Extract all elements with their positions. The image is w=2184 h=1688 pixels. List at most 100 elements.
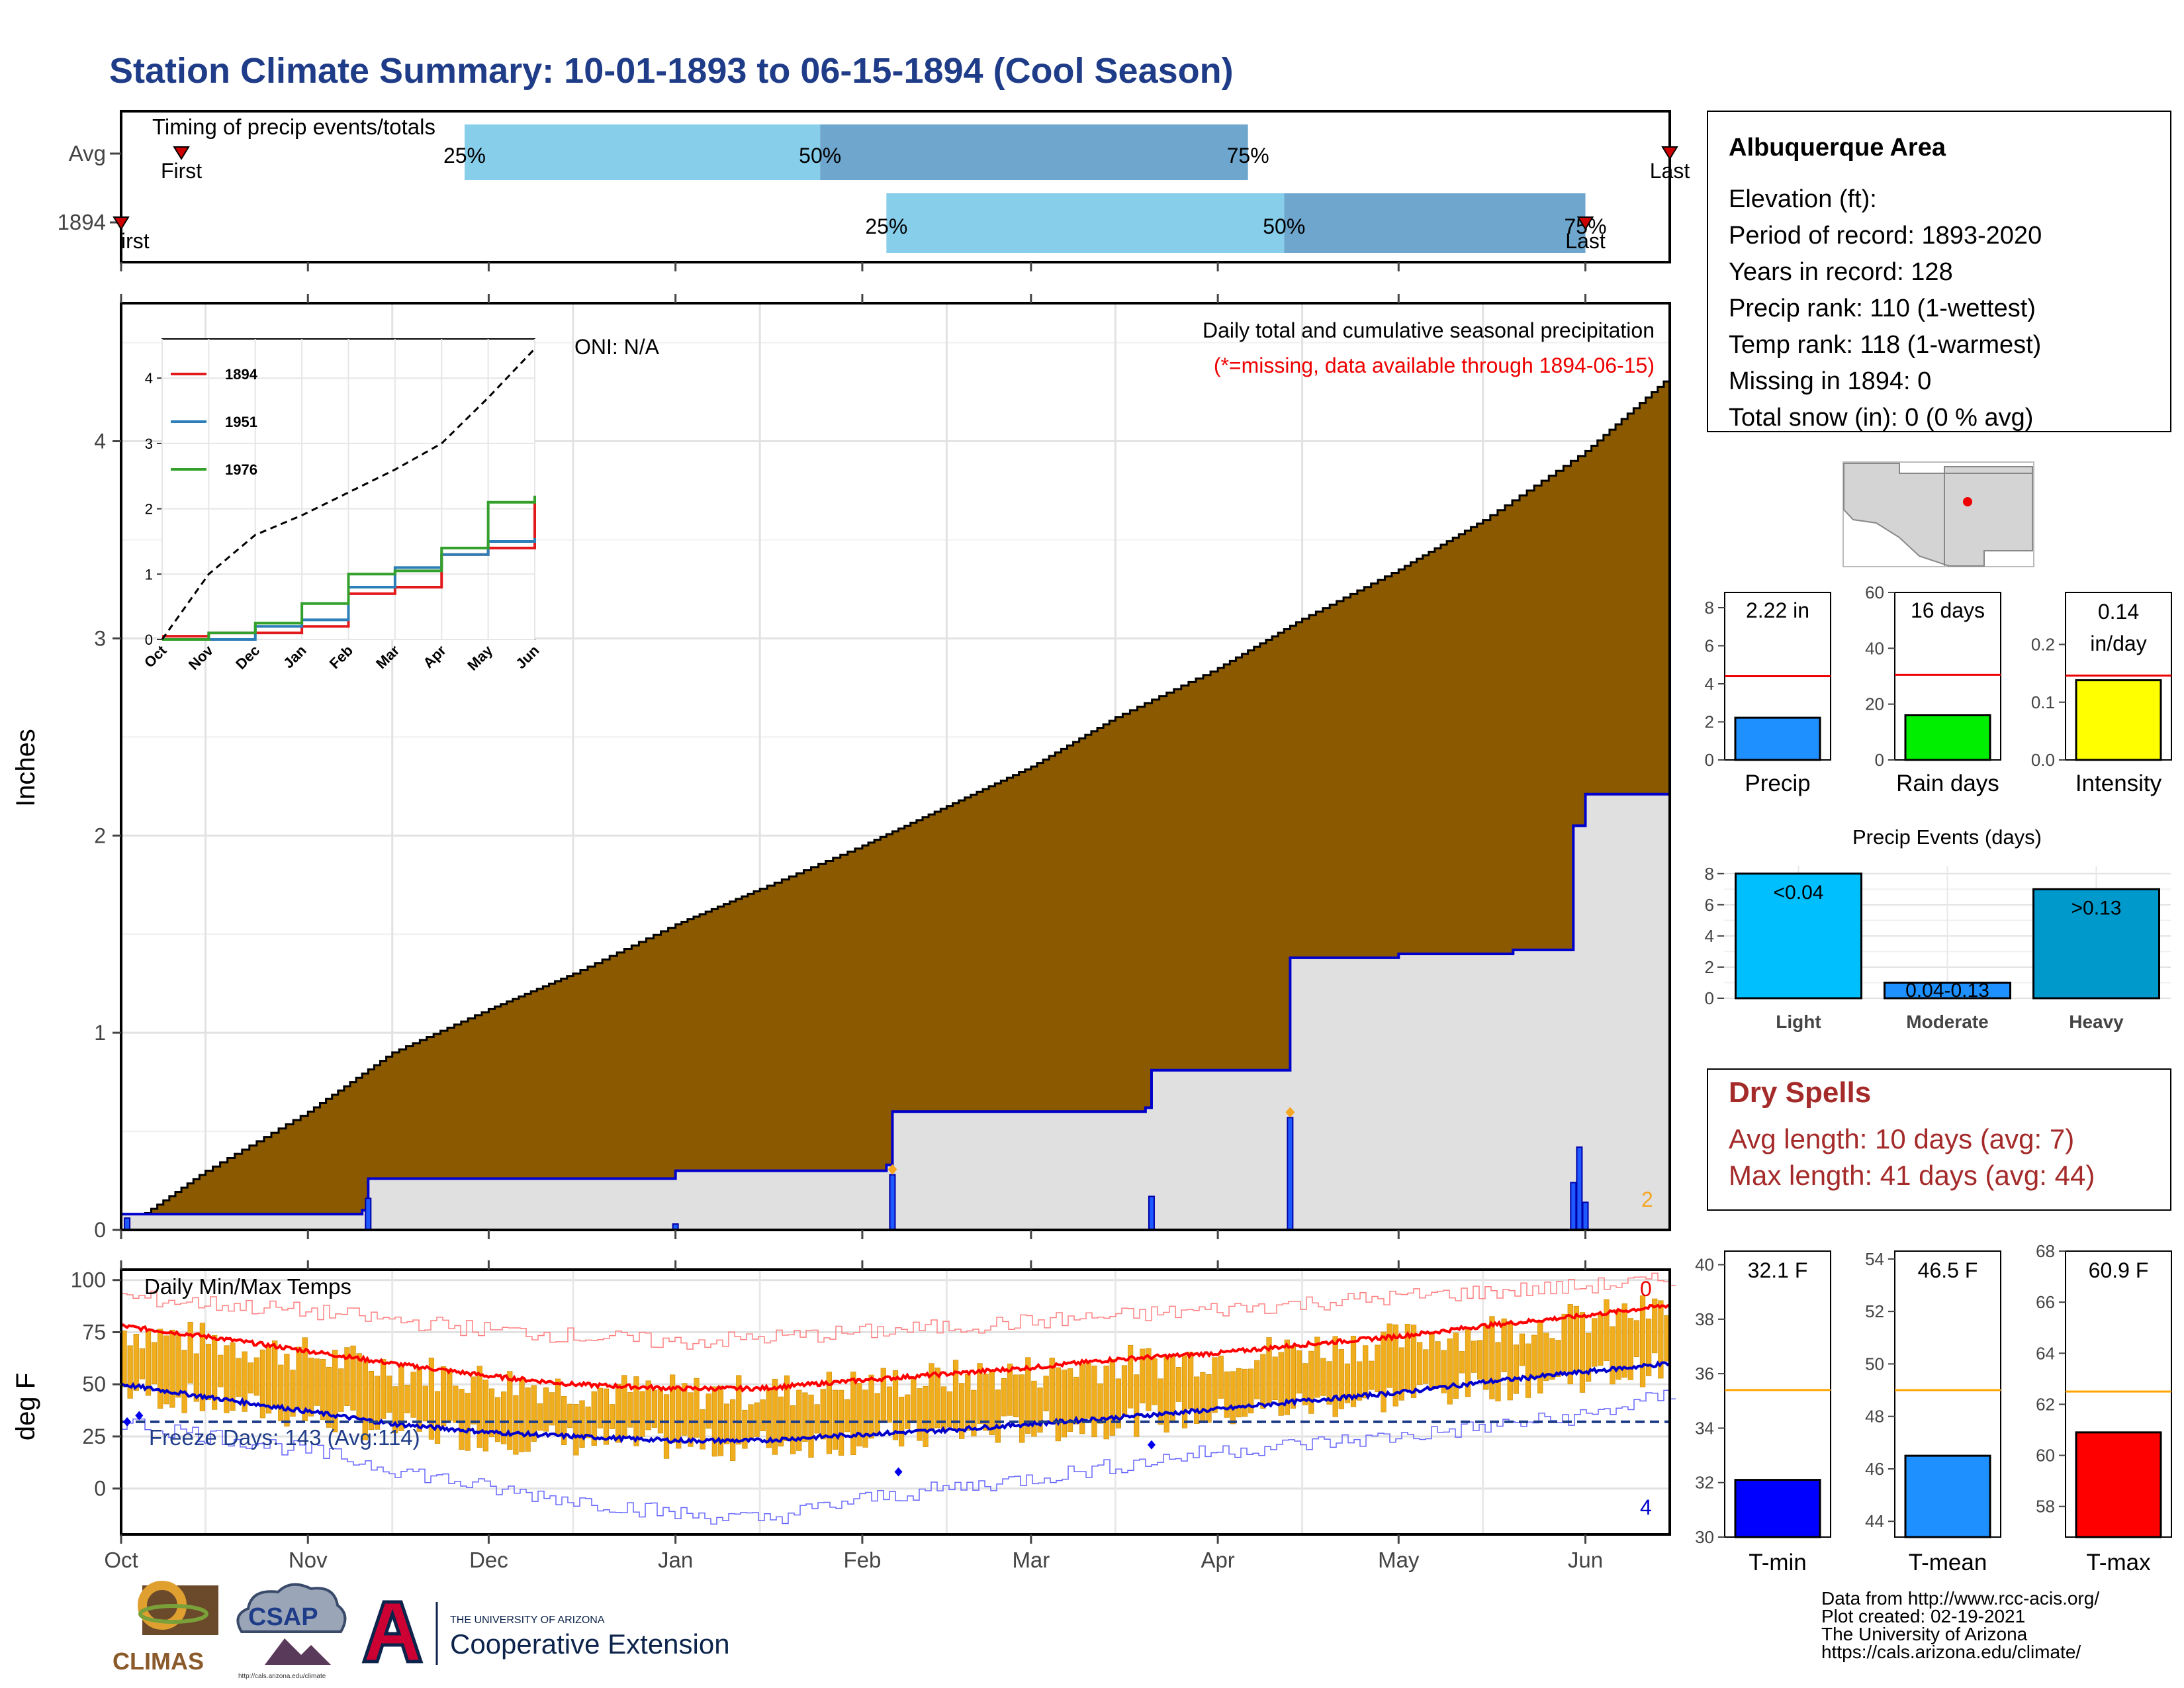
daily-temp-range-bar (868, 1374, 874, 1439)
daily-temp-range-bar (1097, 1383, 1103, 1424)
timing-avg-q25-q50-bar (464, 124, 821, 180)
daily-temp-range-bar (1404, 1324, 1411, 1390)
daily-temp-range-bar (1260, 1354, 1266, 1409)
precip-y-axis-label: Inches (11, 729, 40, 807)
inset-y-tick-label: 4 (145, 370, 153, 387)
timing-1894-q25-label: 25% (865, 214, 907, 238)
daily-temp-range-bar (434, 1391, 441, 1444)
events-bar-label: >0.13 (2071, 897, 2122, 919)
daily-temp-range-bar (272, 1340, 278, 1406)
daily-temp-range-bar (923, 1385, 929, 1447)
events-y-tick-label: 0 (1705, 988, 1714, 1008)
daily-temp-range-bar (1296, 1350, 1302, 1394)
daily-temp-range-bar (181, 1350, 187, 1413)
temp-summary-charts: 30 32 34 36 38 40 32.1 F T-min 44 46 48 50 52 54 46.5 … (1695, 1241, 2172, 1575)
dry-spells-frame (1707, 1068, 2171, 1211)
daily-temp-range-bar (772, 1378, 778, 1455)
daily-temp-range-bar (1459, 1351, 1465, 1374)
temp-x-tick-label: Apr (1201, 1548, 1234, 1572)
temp-summary-y-tick-label: 54 (1865, 1249, 1884, 1269)
daily-precip-bar (889, 1174, 896, 1231)
daily-temp-range-bar (465, 1393, 471, 1451)
daily-temp-range-bar (1085, 1362, 1091, 1419)
timing-panel-label: Timing of precip events/totals (152, 115, 435, 139)
daily-temp-range-bar (145, 1330, 152, 1396)
csap-logo: CSAP http://cals.arizona.edu/climate (236, 1583, 347, 1680)
daily-temp-range-bar (344, 1347, 350, 1406)
daily-temp-range-bar (356, 1353, 362, 1419)
precip-y-tick-label: 1 (94, 1021, 106, 1045)
daily-temp-range-bar (1025, 1357, 1031, 1434)
daily-temp-range-bar (338, 1368, 344, 1412)
timing-avg-q50-q75-bar (820, 124, 1248, 180)
daily-temp-range-bar (1001, 1378, 1007, 1417)
temp-summary-y-tick-label: 48 (1865, 1407, 1884, 1427)
precip-summary-y-tick-label: 0.0 (2031, 750, 2055, 770)
daily-temp-range-bar (350, 1345, 356, 1411)
daily-temp-range-bar (1338, 1349, 1344, 1409)
climas-logo-swoosh (138, 1604, 208, 1624)
info-line-years: Years in record: 128 (1729, 258, 1953, 286)
ua-small-text: THE UNIVERSITY OF ARIZONA (450, 1615, 605, 1626)
daily-temp-range-bar (1652, 1298, 1658, 1354)
daily-temp-range-bar (205, 1344, 212, 1400)
daily-temp-range-bar (1471, 1340, 1477, 1373)
daily-temp-range-bar (1314, 1336, 1320, 1398)
daily-temp-range-bar (1043, 1376, 1049, 1411)
daily-temp-range-bar (663, 1394, 670, 1459)
daily-temp-range-bar (1627, 1318, 1633, 1380)
daily-temp-range-bar (669, 1374, 676, 1443)
daily-temp-range-bar (760, 1399, 766, 1432)
daily-temp-range-bar (1055, 1367, 1061, 1442)
timing-avg-q50-label: 50% (799, 144, 841, 167)
daily-temp-range-bar (1567, 1304, 1573, 1385)
daily-temp-range-bar (127, 1345, 133, 1399)
timing-avg-first-label: First (161, 159, 202, 183)
events-bar-label: 0.04-0.13 (1905, 980, 1989, 1002)
daily-temp-range-bar (802, 1392, 808, 1442)
csap-logo-url: http://cals.arizona.edu/climate (238, 1673, 326, 1680)
info-line-temp-rank: Temp rank: 118 (1-warmest) (1729, 331, 2041, 359)
daily-temp-range-bar (133, 1334, 139, 1391)
daily-temp-range-bar (1061, 1370, 1068, 1438)
daily-temp-range-bar (862, 1389, 868, 1448)
daily-temp-range-bar (1152, 1358, 1158, 1405)
temp-line-avg-min (120, 1360, 1671, 1445)
daily-temp-range-bar (1525, 1343, 1531, 1398)
daily-temp-range-bar (488, 1388, 495, 1438)
temp-x-tick-label: Feb (843, 1548, 881, 1572)
daily-temp-range-bar (1163, 1356, 1169, 1432)
daily-temp-range-bar (694, 1378, 700, 1438)
station-info-frame (1707, 111, 2171, 432)
temp-count-above: 0 (1640, 1277, 1652, 1301)
avg-cumulative-precip-area (121, 376, 1671, 1231)
daily-temp-range-bar (199, 1323, 206, 1411)
temp-panel-title: Daily Min/Max Temps (144, 1274, 351, 1299)
daily-temp-range-bar (597, 1387, 603, 1429)
timing-1894-first-marker (113, 216, 130, 230)
inset-y-tick-label: 1 (145, 566, 153, 583)
temp-summary-y-tick-label: 52 (1865, 1301, 1884, 1321)
daily-temp-range-bar (633, 1376, 639, 1446)
daily-temp-range-bar (844, 1399, 850, 1432)
ua-big-text: Cooperative Extension (450, 1628, 730, 1660)
daily-precip-bar (1582, 1201, 1589, 1231)
daily-temp-range-bar (555, 1378, 561, 1436)
daily-temp-range-bar (193, 1353, 199, 1402)
daily-temp-range-bar (259, 1349, 266, 1419)
daily-precip-bar (124, 1217, 131, 1231)
daily-temp-range-bar (1067, 1368, 1073, 1432)
daily-temp-range-bar (1134, 1374, 1140, 1437)
daily-temp-range-bar (814, 1404, 820, 1434)
csap-cloud-icon (236, 1583, 347, 1633)
daily-temp-range-bar (1381, 1331, 1387, 1413)
daily-temp-range-bar (428, 1357, 435, 1440)
daily-temp-range-bar (1495, 1342, 1501, 1401)
observed-cumulative-precip-area (120, 792, 1671, 1231)
temp-summary-y-tick-label: 36 (1695, 1364, 1714, 1383)
daily-temp-range-bar (1031, 1380, 1037, 1437)
daily-temp-range-bar (447, 1368, 453, 1421)
record-low-marker (123, 1417, 132, 1427)
daily-temp-range-bar (1519, 1333, 1525, 1366)
